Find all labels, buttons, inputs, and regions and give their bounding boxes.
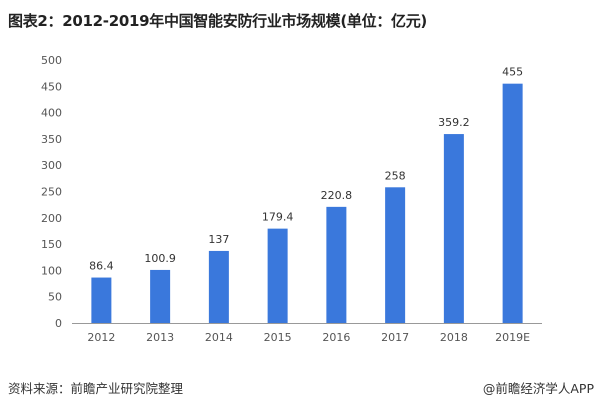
bar-2013 bbox=[150, 269, 171, 323]
y-tick-label: 300 bbox=[41, 159, 62, 172]
data-label: 137 bbox=[208, 233, 229, 246]
bar-2015 bbox=[267, 228, 288, 323]
bar-2016 bbox=[326, 206, 347, 323]
data-label: 179.4 bbox=[262, 211, 294, 224]
x-tick-label: 2013 bbox=[146, 331, 174, 344]
bar-2014 bbox=[208, 250, 229, 323]
x-tick-label: 2017 bbox=[381, 331, 409, 344]
data-label: 220.8 bbox=[321, 189, 353, 202]
y-tick-label: 450 bbox=[41, 80, 62, 93]
source-note: 资料来源：前瞻产业研究院整理 bbox=[8, 381, 184, 396]
y-tick-label: 250 bbox=[41, 186, 62, 199]
data-label: 258 bbox=[385, 169, 406, 182]
data-label: 86.4 bbox=[89, 260, 114, 273]
x-tick-label: 2015 bbox=[264, 331, 292, 344]
x-tick-label: 2014 bbox=[205, 331, 233, 344]
y-tick-label: 350 bbox=[41, 133, 62, 146]
credit-note: @前瞻经济学人APP bbox=[482, 381, 594, 396]
data-label: 100.9 bbox=[144, 252, 176, 265]
y-tick-label: 50 bbox=[48, 291, 62, 304]
data-label: 359.2 bbox=[438, 116, 470, 129]
data-label: 455 bbox=[502, 66, 523, 79]
bar-2019e bbox=[502, 83, 523, 323]
y-tick-label: 100 bbox=[41, 264, 62, 277]
y-tick-label: 400 bbox=[41, 107, 62, 120]
x-tick-label: 2019E bbox=[495, 331, 530, 344]
bar-2018 bbox=[443, 134, 464, 323]
bar-2012 bbox=[91, 277, 112, 323]
y-tick-label: 150 bbox=[41, 238, 62, 251]
y-tick-label: 200 bbox=[41, 212, 62, 225]
x-tick-label: 2012 bbox=[87, 331, 115, 344]
x-tick-label: 2016 bbox=[322, 331, 350, 344]
y-tick-label: 0 bbox=[55, 317, 62, 330]
x-tick-label: 2018 bbox=[440, 331, 468, 344]
y-tick-label: 500 bbox=[41, 54, 62, 67]
chart-title: 图表2：2012-2019年中国智能安防行业市场规模(单位：亿元) bbox=[8, 12, 427, 30]
bar-2017 bbox=[385, 187, 406, 323]
